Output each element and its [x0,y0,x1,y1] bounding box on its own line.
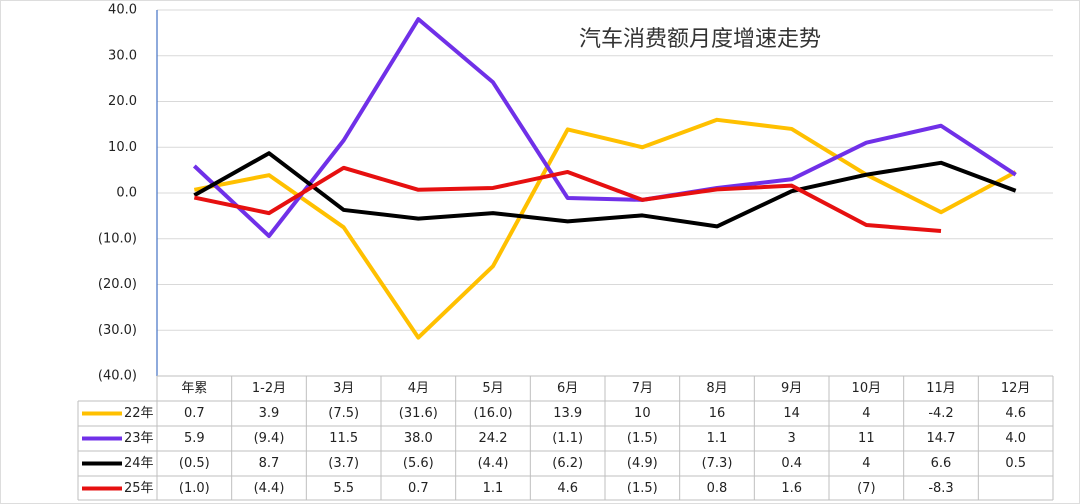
table-value: (1.0) [179,481,210,496]
table-value: 4.6 [557,481,578,496]
table-value: -4.2 [928,406,953,421]
y-tick-label: 0.0 [116,186,137,201]
y-tick-label: (40.0) [98,369,137,384]
legend-label: 23年 [124,431,154,446]
y-tick-label: 30.0 [108,48,137,63]
table-value: 0.8 [707,481,728,496]
table-value: 4 [862,456,870,471]
table-value: 0.5 [1005,456,1026,471]
table-value: (3.7) [328,456,359,471]
y-tick-label: (30.0) [98,323,137,338]
table-value: (1.5) [627,481,658,496]
table-value: (0.5) [179,456,210,471]
table-value: (4.4) [478,456,509,471]
y-tick-label: (10.0) [98,231,137,246]
table-value: 11 [858,431,875,446]
legend-label: 24年 [124,456,154,471]
table-value: (16.0) [473,406,512,421]
legend-label: 22年 [124,406,154,421]
table-value: 0.4 [781,456,802,471]
y-tick-label: 20.0 [108,94,137,109]
table-value: 8.7 [259,456,280,471]
table-value: 6.6 [931,456,952,471]
table-value: 38.0 [404,431,433,446]
table-value: 1.1 [483,481,504,496]
table-value: 3 [788,431,796,446]
table-value: 11.5 [329,431,358,446]
table-value: 14.7 [927,431,956,446]
series-line [193,151,1017,229]
table-header: 10月 [852,381,882,396]
table-header: 8月 [706,381,727,396]
series-line [193,117,1017,340]
table-header: 4月 [408,381,429,396]
chart-title: 汽车消费额月度增速走势 [579,27,821,52]
table-value: 0.7 [184,406,205,421]
table-value: 4.0 [1005,431,1026,446]
series-line [193,165,942,233]
table-value: 5.9 [184,431,205,446]
table-header: 6月 [557,381,578,396]
table-header: 5月 [482,381,503,396]
table-header: 12月 [1001,381,1031,396]
table-value: (4.4) [254,481,285,496]
table-value: 1.1 [707,431,728,446]
table-header: 7月 [632,381,653,396]
table-header: 1-2月 [252,381,286,396]
table-value: (7) [857,481,875,496]
table-value: (31.6) [399,406,438,421]
table-header: 9月 [781,381,802,396]
table-value: 5.5 [333,481,354,496]
legend-label: 25年 [124,481,154,496]
table-value: 10 [634,406,651,421]
table-value: -8.3 [928,481,953,496]
y-tick-label: 40.0 [108,3,137,18]
table-value: 13.9 [553,406,582,421]
y-tick-label: 10.0 [108,140,137,155]
table-header: 3月 [333,381,354,396]
table-header: 年累 [181,381,207,396]
table-value: (7.3) [702,456,733,471]
table-value: (6.2) [552,456,583,471]
table-value: 0.7 [408,481,429,496]
table-value: (1.1) [552,431,583,446]
table-value: (9.4) [254,431,285,446]
table-value: 24.2 [479,431,508,446]
table-value: (7.5) [328,406,359,421]
table-value: (5.6) [403,456,434,471]
table-value: 4.6 [1005,406,1026,421]
series-line [192,17,1017,239]
table-value: 14 [783,406,800,421]
table-value: 16 [709,406,726,421]
table-value: 1.6 [781,481,802,496]
table-header: 11月 [926,381,956,396]
table-value: (4.9) [627,456,658,471]
table-value: (1.5) [627,431,658,446]
table-value: 4 [862,406,870,421]
y-tick-label: (20.0) [98,277,137,292]
table-value: 3.9 [259,406,280,421]
